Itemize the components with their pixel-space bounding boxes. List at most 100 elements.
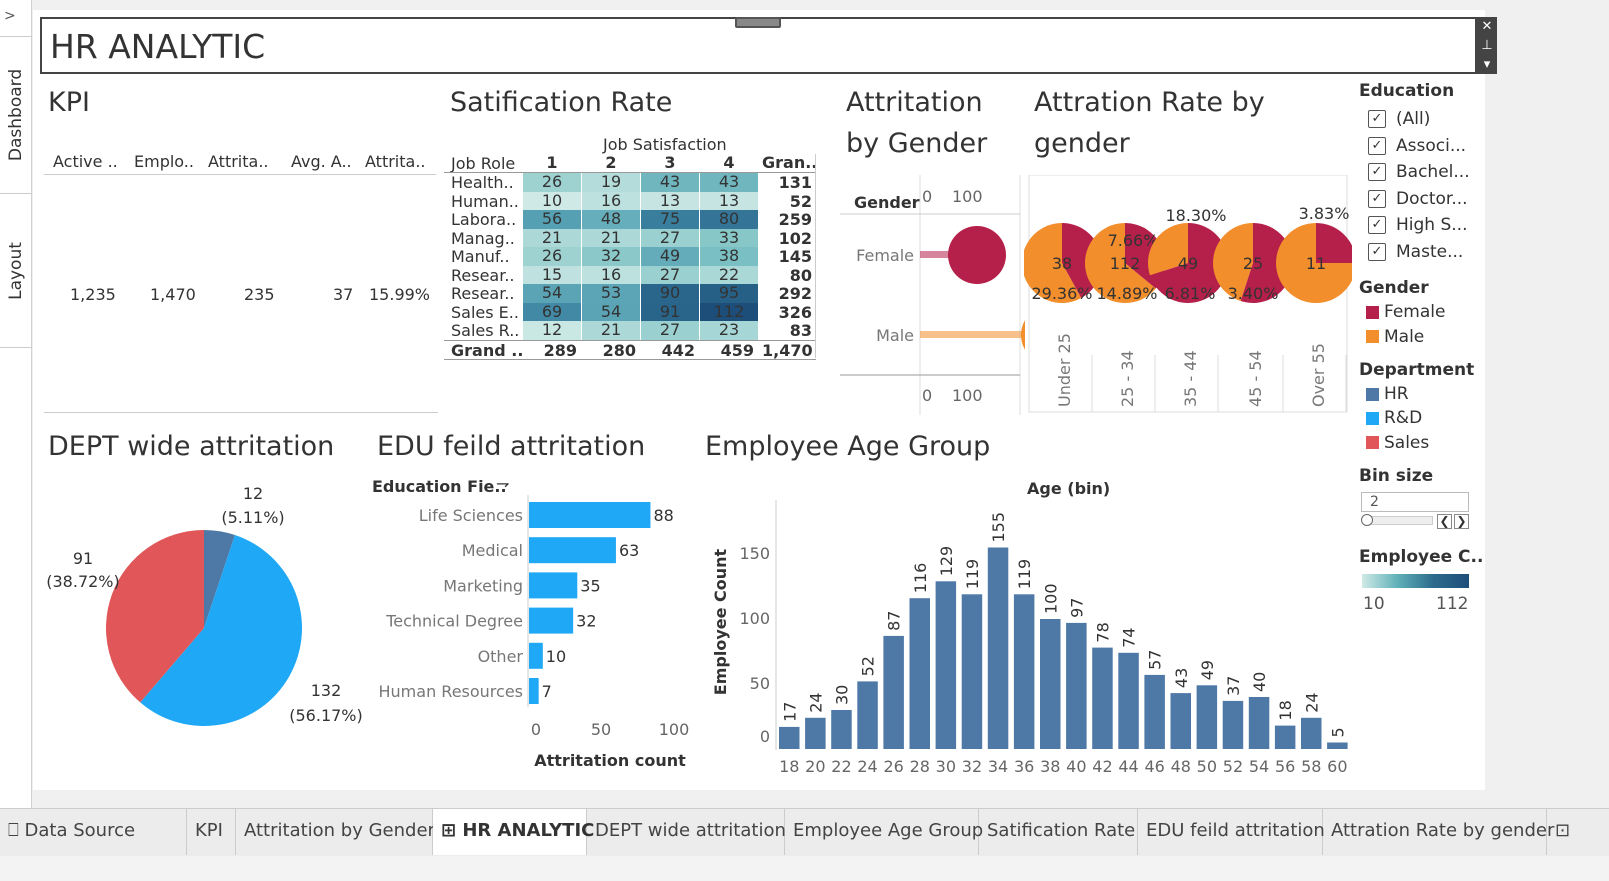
pie-slice[interactable]: [204, 530, 235, 628]
heatmap-cell[interactable]: 112: [700, 302, 758, 321]
age-bar[interactable]: [831, 710, 852, 749]
new-sheet-icon[interactable]: ⊡: [1555, 820, 1571, 841]
education-checkbox[interactable]: ✓: [1368, 136, 1386, 155]
heatmap-cell[interactable]: 48: [582, 209, 640, 229]
sheet-tab[interactable]: Satification Rate: [979, 809, 1138, 855]
edu-bar[interactable]: [529, 642, 543, 669]
edu-bar[interactable]: [529, 537, 616, 564]
sheet-tab[interactable]: Attration Rate by gender: [1323, 809, 1554, 855]
heatmap-cell[interactable]: 69: [523, 302, 581, 321]
legend-item-hr[interactable]: HR: [1384, 384, 1409, 404]
age-bar[interactable]: [805, 717, 826, 749]
heatmap-cell[interactable]: 91: [641, 302, 699, 321]
edu-bar[interactable]: [529, 607, 574, 634]
education-option-label[interactable]: Bachel...: [1396, 162, 1470, 182]
education-checkbox[interactable]: ✓: [1368, 189, 1386, 208]
slider-handle[interactable]: [1361, 514, 1373, 526]
sidebar-tab-layout[interactable]: Layout: [0, 194, 32, 348]
age-bar[interactable]: [883, 635, 904, 749]
heatmap-cell[interactable]: 26: [523, 246, 581, 266]
pie-slice-female[interactable]: [1240, 223, 1293, 303]
age-bar[interactable]: [1066, 622, 1087, 749]
education-checkbox[interactable]: ✓: [1368, 216, 1386, 234]
age-bar[interactable]: [1040, 619, 1061, 749]
heatmap-cell[interactable]: 53: [582, 283, 640, 303]
pie-slice-female[interactable]: [1316, 223, 1352, 263]
heatmap-cell[interactable]: 56: [523, 209, 581, 229]
drag-handle-icon[interactable]: [735, 17, 781, 28]
heatmap-cell[interactable]: 49: [641, 246, 699, 266]
age-bar[interactable]: [1274, 725, 1296, 749]
heatmap-cell[interactable]: 54: [582, 302, 640, 321]
heatmap-cell[interactable]: 19: [582, 172, 640, 192]
age-bar[interactable]: [1118, 652, 1139, 749]
heatmap-cell[interactable]: 32: [582, 246, 640, 266]
sheet-tab[interactable]: ⊞ HR ANALYTIC: [433, 809, 594, 855]
close-icon[interactable]: ✕: [1481, 19, 1493, 34]
education-checkbox[interactable]: ✓: [1368, 110, 1386, 128]
heatmap-cell[interactable]: 22: [700, 265, 758, 284]
edu-bar[interactable]: [529, 572, 578, 599]
heatmap-cell[interactable]: 13: [700, 191, 758, 210]
heatmap-cell[interactable]: 16: [582, 191, 640, 210]
gender-bar[interactable]: [920, 251, 967, 258]
sheet-tab[interactable]: DEPT wide attritation: [587, 809, 786, 855]
pie-slice[interactable]: [105, 530, 204, 703]
heatmap-cell[interactable]: 75: [641, 209, 699, 229]
education-option-label[interactable]: (All): [1396, 109, 1431, 129]
sheet-tab[interactable]: ⎕ Data Source: [0, 809, 187, 855]
education-option-label[interactable]: High S...: [1396, 215, 1468, 235]
heatmap-cell[interactable]: 26: [523, 172, 581, 192]
pie-slice-male[interactable]: [1213, 223, 1253, 302]
legend-item-sales[interactable]: Sales: [1384, 433, 1430, 453]
sheet-tab[interactable]: KPI: [187, 809, 236, 855]
age-bar[interactable]: [1301, 717, 1322, 749]
heatmap-cell[interactable]: 27: [641, 228, 699, 247]
heatmap-cell[interactable]: 43: [641, 172, 699, 192]
slider-prev-icon[interactable]: ❮: [1437, 514, 1452, 529]
heatmap-cell[interactable]: 43: [700, 172, 758, 192]
pie-slice-male[interactable]: [1085, 223, 1156, 303]
pie-slice[interactable]: [140, 535, 303, 726]
heatmap-cell[interactable]: 33: [700, 228, 758, 247]
legend-item-male[interactable]: Male: [1384, 327, 1425, 347]
education-checkbox[interactable]: ✓: [1368, 242, 1386, 261]
heatmap-cell[interactable]: 90: [641, 283, 699, 303]
heatmap-cell[interactable]: 95: [700, 283, 758, 303]
pie-slice-male[interactable]: [1148, 223, 1188, 276]
edu-bar[interactable]: [529, 678, 539, 704]
age-bar[interactable]: [1170, 693, 1192, 749]
sheet-tab[interactable]: Attritation by Gender: [236, 809, 435, 855]
legend-item-rd[interactable]: R&D: [1384, 408, 1423, 428]
sort-icon[interactable]: ⇁: [496, 474, 510, 493]
gender-bar[interactable]: [920, 331, 1025, 338]
age-bar[interactable]: [1248, 697, 1270, 749]
age-bar[interactable]: [1144, 674, 1165, 749]
pin-icon[interactable]: ⊥: [1481, 38, 1493, 53]
heatmap-cell[interactable]: 15: [523, 265, 581, 284]
sheet-tab[interactable]: EDU feild attritation: [1138, 809, 1325, 855]
age-bar[interactable]: [857, 681, 878, 749]
age-bar[interactable]: [961, 594, 983, 749]
pie-slice-male[interactable]: [1024, 223, 1082, 303]
gender-bubble[interactable]: [1021, 306, 1025, 364]
dropdown-arrow-icon[interactable]: ▾: [1483, 57, 1491, 72]
heatmap-cell[interactable]: 27: [641, 320, 699, 340]
heatmap-cell[interactable]: 27: [641, 265, 699, 284]
edu-bar[interactable]: [529, 502, 651, 528]
expand-chevron-icon[interactable]: >: [4, 8, 16, 24]
heatmap-cell[interactable]: 10: [523, 191, 581, 210]
heatmap-cell[interactable]: 13: [641, 191, 699, 210]
pie-slice-male[interactable]: [1276, 223, 1352, 303]
education-option-label[interactable]: Associ...: [1396, 135, 1467, 156]
legend-item-female[interactable]: Female: [1384, 302, 1446, 322]
heatmap-cell[interactable]: 21: [582, 228, 640, 247]
heatmap-cell[interactable]: 80: [700, 209, 758, 229]
bin-size-slider[interactable]: [1363, 516, 1433, 525]
heatmap-cell[interactable]: 12: [523, 320, 581, 340]
heatmap-cell[interactable]: 21: [523, 228, 581, 247]
age-bar[interactable]: [1222, 700, 1244, 749]
pie-slice-female[interactable]: [1149, 223, 1228, 303]
bin-size-input[interactable]: 2: [1361, 492, 1469, 512]
age-bar[interactable]: [987, 547, 1009, 750]
